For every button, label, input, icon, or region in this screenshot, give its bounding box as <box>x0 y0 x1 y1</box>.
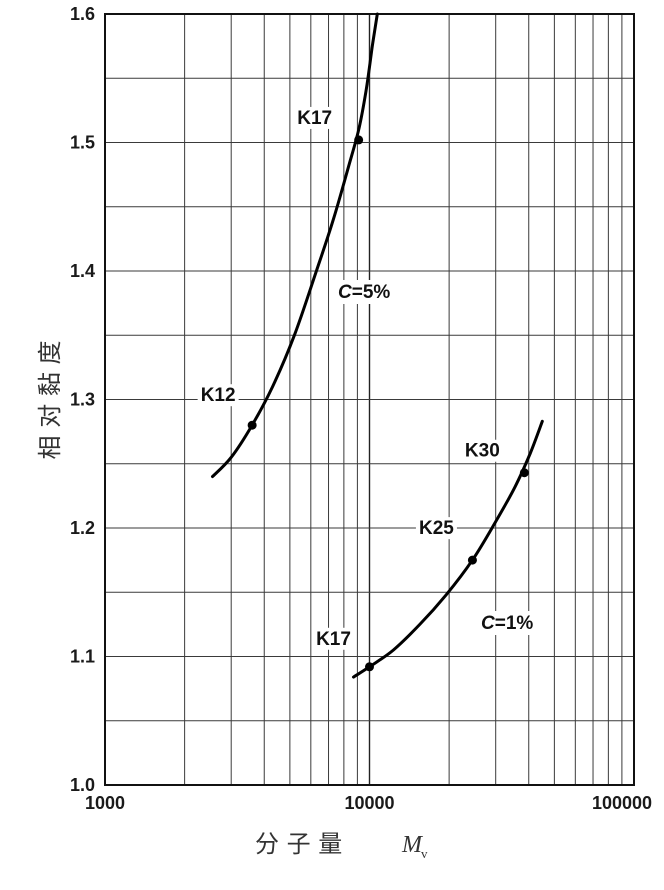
point-label-background <box>415 517 457 540</box>
point-label-background <box>461 439 503 462</box>
point-label-background <box>294 106 336 129</box>
series-label-variable: C <box>481 613 495 634</box>
x-axis-label: 分 子 量 M v <box>255 830 428 861</box>
x-axis-label-variable: M <box>401 832 424 858</box>
point-label: K12 <box>197 384 239 407</box>
y-tick-label: 1.5 <box>70 133 95 153</box>
point-label: K17 <box>294 106 336 129</box>
point-label: K25 <box>415 517 457 540</box>
y-axis-label: 相 对 黏 度 <box>36 341 64 460</box>
point-label-background <box>313 627 354 650</box>
x-tick-label: 100000 <box>592 793 652 813</box>
series-label-background <box>334 280 408 304</box>
series-label-background <box>477 611 551 635</box>
y-tick-label: 1.2 <box>70 518 95 538</box>
point-label-text: K30 <box>465 441 500 462</box>
series-label: C=5% <box>334 280 408 304</box>
series-label-value: =5% <box>352 282 391 303</box>
point-label: K30 <box>461 439 503 462</box>
data-point <box>467 555 477 565</box>
series-curves <box>211 12 544 679</box>
x-axis-label-text: 分 子 量 <box>255 830 342 858</box>
point-label-text: K17 <box>297 108 332 129</box>
grid <box>105 14 634 785</box>
data-point <box>247 420 257 430</box>
series-label-variable: C <box>338 282 352 303</box>
series-label-text: C=5% <box>338 282 390 303</box>
y-tick-label: 1.6 <box>70 4 95 24</box>
series-label-value: =1% <box>495 613 534 634</box>
point-label-text: K17 <box>316 629 351 650</box>
y-tick-label: 1.0 <box>70 775 95 795</box>
point-label-background <box>197 384 239 407</box>
data-point <box>519 468 529 478</box>
y-tick-label: 1.3 <box>70 390 95 410</box>
point-label-text: K25 <box>419 518 454 539</box>
x-axis-label-subscript: v <box>421 846 428 861</box>
series-label: C=1% <box>477 611 551 635</box>
y-tick-label: 1.4 <box>70 261 95 281</box>
point-label-text: K12 <box>201 385 236 406</box>
plot-frame <box>104 13 635 786</box>
data-point <box>365 662 374 672</box>
series-label-text: C=1% <box>481 613 533 634</box>
x-tick-label: 1000 <box>85 793 125 813</box>
point-label: K17 <box>313 627 354 650</box>
x-tick-label: 10000 <box>344 793 394 813</box>
data-point <box>354 135 364 145</box>
y-tick-label: 1.1 <box>70 647 95 667</box>
tick-labels: 1.0 1.1 1.2 1.3 1.4 1.5 1.6 1000 10000 100000 <box>70 4 652 813</box>
plot-border <box>104 13 635 786</box>
